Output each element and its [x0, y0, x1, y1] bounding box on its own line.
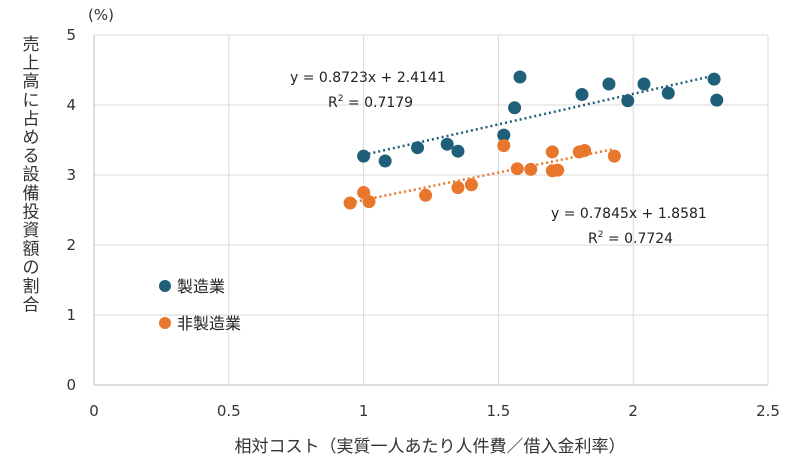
legend-label: 非製造業	[177, 314, 241, 333]
data-point-non-manufacturing	[362, 195, 376, 209]
axes: 0 0.5 1 1.5 2 2.5 0 1 2 3 4 5	[66, 26, 779, 420]
data-point-non-manufacturing	[510, 162, 524, 176]
data-point-non-manufacturing	[343, 196, 357, 210]
data-point-non-manufacturing	[551, 163, 565, 177]
y-axis-title-char: 割	[23, 277, 40, 297]
data-point-manufacturing	[497, 128, 511, 142]
r-squared-label: R2 = 0.7724	[588, 230, 673, 247]
x-tick-label: 1	[359, 402, 369, 420]
data-point-non-manufacturing	[607, 149, 621, 163]
y-axis-unit: (%)	[88, 6, 114, 24]
data-point-non-manufacturing	[578, 144, 592, 157]
data-point-manufacturing	[637, 77, 651, 91]
y-axis-title-char: 高	[23, 72, 40, 92]
y-tick-label: 4	[66, 96, 76, 114]
y-tick-label: 0	[66, 376, 76, 394]
x-tick-label: 1.5	[486, 402, 510, 420]
data-points	[343, 70, 724, 210]
trend-equations: y = 0.8723x + 2.4141 R2 = 0.7179 y = 0.784…	[290, 70, 707, 247]
y-axis-title-char: 売	[23, 35, 40, 55]
y-tick-label: 3	[66, 166, 76, 184]
grid	[94, 34, 769, 385]
data-point-manufacturing	[508, 101, 522, 115]
legend-marker	[159, 280, 171, 292]
data-point-manufacturing	[661, 86, 675, 100]
x-tick-label: 0	[89, 402, 99, 420]
labels: (%) 相対コスト（実質一人あたり人件費／借入金利率） 売上高に占める設備投資額…	[23, 6, 626, 457]
y-axis-title-char: 投	[23, 202, 40, 222]
y-axis-title-char: 設	[23, 165, 40, 185]
y-axis-title-char: 上	[23, 54, 40, 74]
y-axis-title-char: 合	[23, 295, 40, 315]
y-axis-title-char: の	[23, 258, 40, 278]
data-point-manufacturing	[602, 77, 616, 91]
data-point-non-manufacturing	[419, 188, 433, 202]
trend-equation: y = 0.7845x + 1.8581	[551, 206, 707, 222]
data-point-manufacturing	[378, 154, 392, 168]
y-axis-title-char: 資	[23, 221, 40, 241]
data-point-non-manufacturing	[497, 139, 511, 153]
data-point-non-manufacturing	[464, 178, 478, 192]
x-axis-title: 相対コスト（実質一人あたり人件費／借入金利率）	[235, 437, 626, 457]
y-axis-title-char: る	[23, 147, 40, 167]
y-axis-title-char: 占	[23, 109, 40, 129]
data-point-manufacturing	[411, 141, 425, 155]
data-point-manufacturing	[575, 88, 589, 101]
x-tick-label: 2	[628, 402, 638, 420]
y-tick-label: 5	[66, 26, 76, 44]
data-point-manufacturing	[451, 144, 465, 158]
legend-marker	[159, 317, 171, 329]
data-point-manufacturing	[440, 137, 454, 151]
trend-equation: y = 0.8723x + 2.4141	[290, 70, 446, 86]
trendline-manufacturing	[363, 73, 718, 157]
y-axis-title-char: に	[23, 91, 40, 111]
data-point-manufacturing	[513, 70, 527, 84]
data-point-manufacturing	[707, 72, 721, 86]
data-point-non-manufacturing	[545, 145, 559, 159]
x-tick-label: 2.5	[756, 402, 780, 420]
trendlines	[349, 73, 718, 204]
y-tick-label: 2	[66, 236, 76, 254]
r-squared-label: R2 = 0.7179	[328, 94, 413, 111]
legend-label: 製造業	[177, 277, 225, 296]
data-point-manufacturing	[710, 93, 724, 107]
x-tick-label: 0.5	[217, 402, 241, 420]
data-point-non-manufacturing	[524, 162, 538, 176]
data-point-non-manufacturing	[451, 181, 465, 195]
data-point-manufacturing	[621, 94, 635, 108]
y-axis-title-char: 額	[23, 240, 40, 260]
y-axis-title-char: 備	[23, 184, 40, 204]
y-tick-label: 1	[66, 306, 76, 324]
data-point-manufacturing	[357, 149, 371, 163]
y-axis-title-char: め	[23, 128, 40, 148]
